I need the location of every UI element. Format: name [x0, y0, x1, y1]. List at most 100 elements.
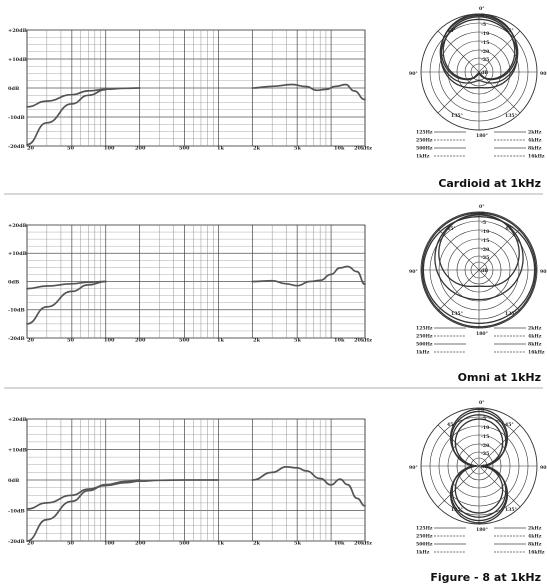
polar-legend: 125Hz 2kHz 250Hz 4kHz 500Hz 8kHz 1kHz 16kHz: [416, 526, 545, 556]
polar-angle-label: 180°: [476, 133, 488, 139]
polar-angle-label: 45°: [505, 422, 514, 428]
polar-angle-label: 0°: [479, 400, 485, 406]
polar-curve: [434, 214, 524, 301]
legend-label: 4kHz: [528, 534, 542, 540]
polar-angle-label: 45°: [505, 226, 514, 232]
polar-angle-label: 90°: [540, 71, 547, 77]
polar-ring-label: 0: [481, 13, 484, 19]
y-tick-label: +10dB: [8, 57, 27, 63]
pattern-title: Cardioid at 1kHz: [438, 177, 541, 190]
polar-ring-label: -10: [481, 425, 489, 431]
legend-label: 4kHz: [528, 138, 542, 144]
x-tick-label: 50: [67, 541, 74, 547]
polar-angle-label: 135°: [505, 311, 517, 317]
polar-ring-label: -5: [481, 220, 486, 226]
frequency-response-chart: +20dB +10dB 0dB -10dB -20dB 20 50 100 200 500 1k 2k…: [8, 417, 372, 547]
polar-pattern-chart: 0° 45° 90° 135° 180° 135° 90° 45° 0 -5 -10 -15 -20 -2…: [409, 400, 547, 533]
x-tick-label: 5k: [294, 146, 301, 152]
x-tick-label: 500: [179, 541, 190, 547]
legend-label: 2kHz: [528, 326, 542, 332]
legend-label: 1kHz: [416, 350, 430, 356]
polar-angle-label: 90°: [409, 71, 418, 77]
x-tick-label: 200: [135, 338, 146, 344]
response-curve: [26, 479, 220, 510]
legend-label: 16kHz: [528, 154, 545, 160]
x-tick-label: 20: [27, 338, 34, 344]
legend-label: 4kHz: [528, 334, 542, 340]
legend-label: 2kHz: [528, 130, 542, 136]
polar-angle-label: 180°: [476, 331, 488, 337]
polar-ring-label: -5: [481, 416, 486, 422]
legend-label: 125Hz: [416, 326, 433, 332]
polar-curve: [442, 16, 516, 80]
x-tick-label: 20: [27, 541, 34, 547]
polar-ring-label: -10: [481, 31, 489, 37]
x-tick-label: 100: [104, 338, 115, 344]
y-tick-label: -10dB: [8, 308, 25, 314]
legend-label: 1kHz: [416, 154, 430, 160]
response-curve: [26, 87, 141, 108]
polar-ring-label: dB: [481, 70, 488, 76]
y-tick-label: +20dB: [8, 28, 27, 34]
response-curve: [251, 466, 366, 507]
polar-angle-label: 90°: [540, 465, 547, 471]
legend-label: 250Hz: [416, 138, 433, 144]
x-tick-label: 2k: [253, 146, 260, 152]
x-tick-label: 5k: [294, 541, 301, 547]
polar-angle-label: 90°: [409, 465, 418, 471]
x-tick-label: 100: [104, 146, 115, 152]
polar-angle-label: 90°: [540, 269, 547, 275]
x-tick-label: 2k: [253, 541, 260, 547]
polar-ring-label: dB: [481, 268, 488, 274]
y-tick-label: -20dB: [8, 539, 25, 545]
polar-ring-label: -5: [481, 22, 486, 28]
y-tick-label: +20dB: [8, 417, 27, 423]
x-tick-label: 20kHz: [354, 146, 372, 152]
x-tick-label: 1k: [217, 338, 224, 344]
y-tick-label: 0dB: [8, 279, 19, 285]
polar-curve: [451, 414, 507, 518]
legend-label: 500Hz: [416, 542, 433, 548]
polar-angle-label: 0°: [479, 204, 485, 210]
y-tick-label: +20dB: [8, 223, 27, 229]
polar-angle-label: 135°: [451, 507, 463, 513]
response-curve: [26, 280, 107, 325]
polar-curve: [422, 215, 536, 325]
x-tick-label: 10k: [334, 541, 345, 547]
legend-label: 8kHz: [528, 146, 542, 152]
polar-ring-label: -10: [481, 229, 489, 235]
x-tick-label: 2k: [253, 338, 260, 344]
response-curve: [26, 88, 107, 146]
polar-legend: 125Hz 2kHz 250Hz 4kHz 500Hz 8kHz 1kHz 16kHz: [416, 326, 545, 356]
polar-ring-label: -25: [481, 57, 489, 63]
legend-label: 1kHz: [416, 550, 430, 556]
x-tick-label: 500: [179, 338, 190, 344]
polar-ring-label: -25: [481, 255, 489, 261]
y-tick-label: +10dB: [8, 447, 27, 453]
polar-angle-label: 0°: [479, 6, 485, 12]
legend-label: 125Hz: [416, 526, 433, 532]
x-tick-label: 10k: [334, 338, 345, 344]
polar-angle-label: 135°: [505, 113, 517, 119]
legend-label: 8kHz: [528, 542, 542, 548]
response-curve: [26, 479, 141, 542]
polar-curve: [438, 213, 520, 288]
x-tick-label: 200: [135, 146, 146, 152]
polar-ring-label: dB: [481, 464, 488, 470]
x-tick-label: 50: [67, 146, 74, 152]
response-curve: [251, 265, 366, 287]
polar-angle-label: 45°: [505, 28, 514, 34]
x-tick-label: 20: [27, 146, 34, 152]
legend-label: 8kHz: [528, 342, 542, 348]
polar-ring-label: -20: [481, 443, 489, 449]
polar-angle-label: 45°: [447, 226, 456, 232]
polar-ring-label: -25: [481, 451, 489, 457]
polar-ring-label: -15: [481, 434, 489, 440]
y-tick-label: 0dB: [8, 86, 19, 92]
polar-ring-label: -15: [481, 238, 489, 244]
x-tick-label: 200: [135, 541, 146, 547]
pattern-title: Omni at 1kHz: [458, 371, 541, 384]
polar-ring-label: -15: [481, 40, 489, 46]
x-tick-label: 1k: [217, 541, 224, 547]
